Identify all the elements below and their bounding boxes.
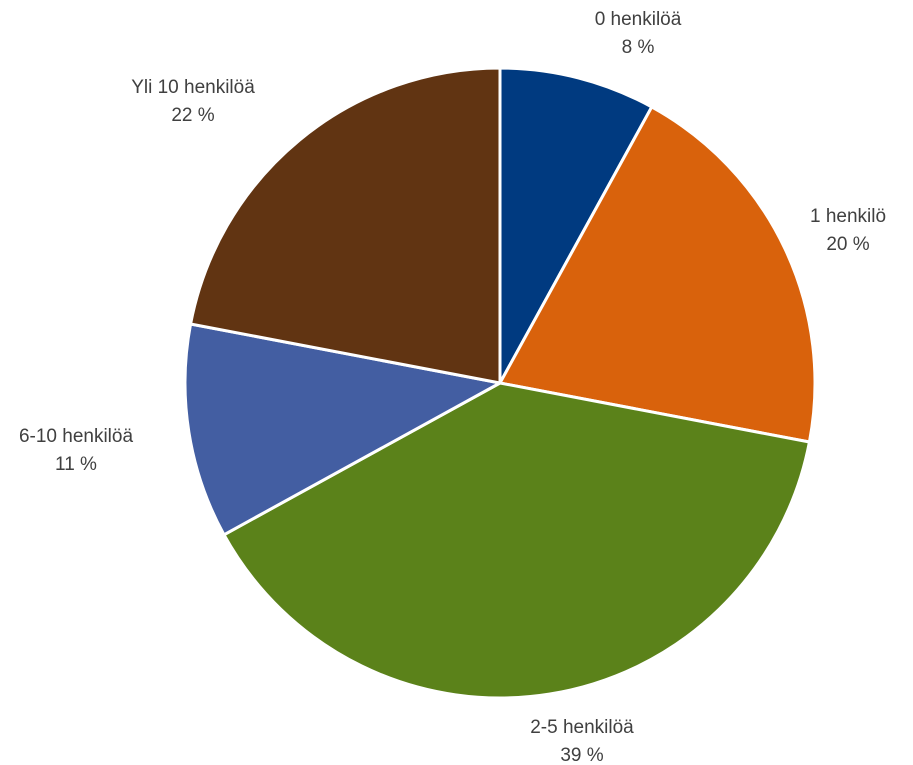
pie-slice xyxy=(189,66,502,385)
slice-value: 39 % xyxy=(560,745,603,765)
slice-label: Yli 10 henkilöä xyxy=(131,77,255,98)
pie-slice xyxy=(498,66,654,385)
slice-label: 6-10 henkilöä xyxy=(19,426,134,447)
slice-value: 20 % xyxy=(826,234,869,255)
slice-label: 2-5 henkilöä xyxy=(530,717,634,738)
slice-value: 8 % xyxy=(622,37,655,58)
slice-label: 1 henkilö xyxy=(810,206,886,227)
pie-slice xyxy=(183,322,502,537)
pie-slice xyxy=(498,105,817,444)
slice-value: 11 % xyxy=(55,454,97,475)
pie-slice xyxy=(222,381,811,700)
slice-label: 0 henkilöä xyxy=(595,9,682,30)
slice-value: 22 % xyxy=(171,105,214,126)
